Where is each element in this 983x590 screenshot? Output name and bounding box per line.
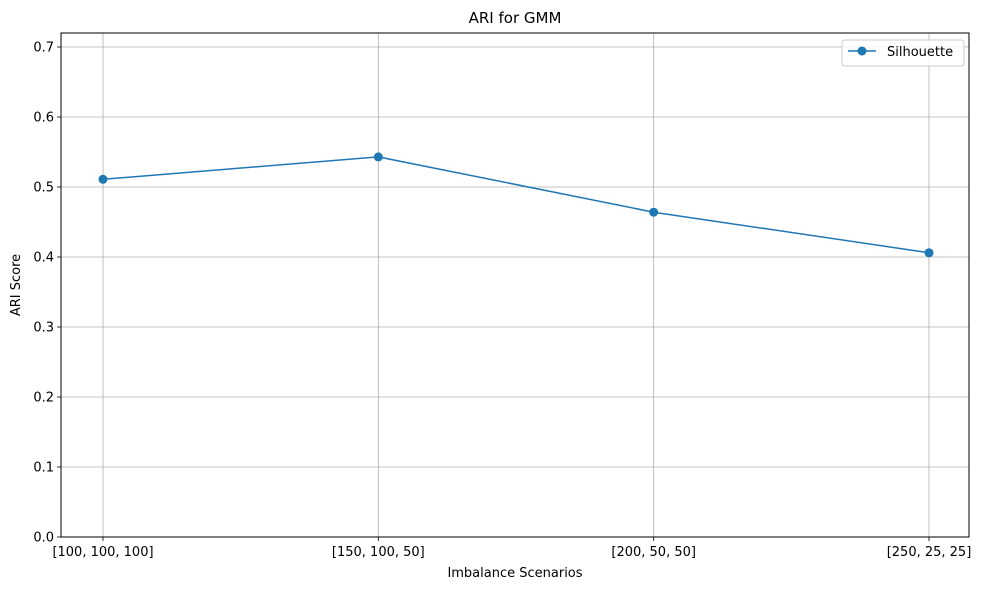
- x-tick-label: [100, 100, 100]: [52, 545, 153, 560]
- y-axis-label: ARI Score: [9, 254, 24, 316]
- legend: Silhouette: [841, 39, 965, 67]
- y-tick-label: 0.6: [33, 111, 54, 126]
- y-tick-label: 0.5: [33, 181, 54, 196]
- series-layer: [98, 152, 934, 258]
- y-tick-label: 0.1: [33, 461, 54, 476]
- legend-box: [841, 39, 965, 67]
- axis-ticks: [100, 100, 100] [150, 100, 50] [200, 50, 5…: [33, 41, 971, 561]
- data-point: [924, 248, 934, 258]
- chart-title: ARI for GMM: [469, 9, 562, 27]
- x-axis-label: Imbalance Scenarios: [447, 566, 582, 581]
- x-tick-label: [250, 25, 25]: [887, 545, 972, 560]
- y-tick-label: 0.7: [33, 41, 54, 56]
- y-tick-label: 0.4: [33, 251, 54, 266]
- series-line-silhouette: [102, 156, 930, 254]
- legend-series-label: Silhouette: [887, 45, 953, 60]
- legend-marker-sample: [857, 46, 867, 56]
- grid-lines: [61, 33, 969, 538]
- data-point: [373, 152, 383, 162]
- x-tick-label: [150, 100, 50]: [332, 545, 425, 560]
- y-tick-label: 0.0: [33, 531, 54, 546]
- plot-area-frame: [60, 32, 970, 538]
- data-point: [649, 207, 659, 217]
- y-tick-label: 0.3: [33, 321, 54, 336]
- y-tick-label: 0.2: [33, 391, 54, 406]
- x-tick-label: [200, 50, 50]: [611, 545, 696, 560]
- data-point: [98, 174, 108, 184]
